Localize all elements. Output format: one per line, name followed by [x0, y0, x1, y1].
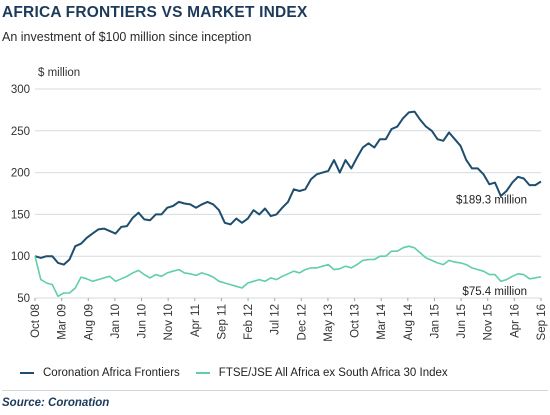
y-axis-unit-label: $ million	[38, 67, 80, 79]
legend-item-coronation: Coronation Africa Frontiers	[20, 367, 180, 379]
x-axis: Oct 08 Mar 09 Aug 09 Jan 10 Jun 10 Nov 10 Apr …	[30, 298, 548, 342]
legend-label-ftse-jse: FTSE/JSE All Africa ex South Africa 30 I…	[218, 367, 448, 379]
x-tick-label: Feb 12	[243, 304, 255, 340]
legend-swatch-ftse-jse	[195, 372, 210, 374]
series-end-label-0: $189.3 million	[456, 195, 527, 207]
x-tick-label: Jun 15	[456, 304, 468, 339]
y-tick-label: 150	[11, 209, 30, 221]
chart-title: AFRICA FRONTIERS VS MARKET INDEX	[2, 4, 308, 21]
x-tick-label: Apr 16	[509, 304, 521, 338]
y-axis: 50 100 150 200 250 300	[11, 84, 30, 305]
x-tick-label: Jun 10	[137, 304, 149, 339]
legend-swatch-coronation	[20, 372, 34, 374]
legend-item-ftse-jse: FTSE/JSE All Africa ex South Africa 30 I…	[195, 367, 448, 379]
x-tick-label: Jan 15	[429, 304, 441, 339]
series-lines	[34, 110, 542, 298]
end-labels: $189.3 million $75.4 million	[456, 195, 527, 298]
x-tick-label: Oct 13	[350, 304, 362, 338]
source-note: Source: Coronation	[2, 397, 110, 409]
x-tick-label: Aug 09	[83, 304, 95, 340]
y-tick-label: 200	[11, 168, 30, 180]
x-tick-label: Jan 10	[110, 304, 122, 339]
y-tick-label: 300	[11, 84, 30, 96]
legend: Coronation Africa Frontiers FTSE/JSE All…	[20, 367, 464, 379]
x-tick-label: Aug 14	[403, 303, 415, 340]
x-tick-label: Sep 16	[536, 304, 548, 340]
x-tick-label: May 13	[323, 304, 335, 342]
x-tick-label: Jul 12	[270, 304, 282, 335]
line-chart: $ million 50 100 150 200 250 300 Oct 08 Mar 09…	[11, 67, 548, 342]
divider	[2, 390, 548, 391]
x-tick-label: Dec 12	[296, 304, 308, 340]
legend-label-coronation: Coronation Africa Frontiers	[43, 367, 180, 379]
x-tick-label: Nov 15	[483, 304, 495, 340]
x-tick-label: Sep 11	[216, 304, 228, 340]
x-tick-label: Oct 08	[30, 304, 42, 338]
x-tick-label: Mar 14	[376, 303, 388, 339]
series-line-1	[34, 245, 542, 298]
y-tick-label: 250	[11, 126, 30, 138]
x-tick-label: Nov 10	[163, 304, 175, 340]
series-line-0	[34, 110, 542, 266]
chart-subtitle: An investment of $100 million since ince…	[2, 30, 252, 44]
y-tick-label: 100	[11, 251, 30, 263]
x-tick-label: Apr 11	[190, 304, 202, 337]
series-end-label-1: $75.4 million	[462, 286, 527, 298]
grid	[35, 88, 541, 299]
x-tick-label: Mar 09	[57, 304, 69, 340]
y-tick-label: 50	[17, 293, 30, 305]
